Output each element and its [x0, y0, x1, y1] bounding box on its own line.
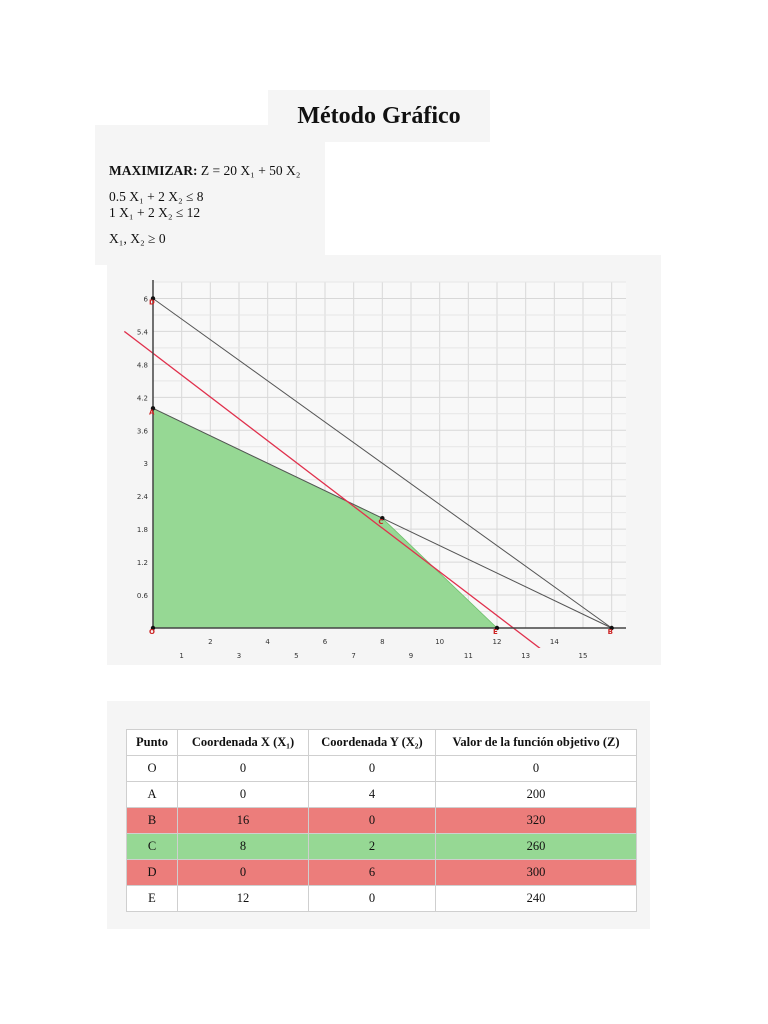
table-row: O 0 0 0 — [126, 755, 637, 782]
cell-z: 300 — [435, 859, 637, 886]
header-punto: Punto — [126, 729, 178, 756]
y-tick-label: 3 — [144, 460, 148, 468]
cell-y: 4 — [308, 781, 436, 808]
x-tick-label: 11 — [464, 652, 473, 660]
cell-y: 0 — [308, 885, 436, 912]
table-panel: Punto Coordenada X (X₁) Coordenada Y (X₂… — [107, 701, 650, 929]
cell-z: 200 — [435, 781, 637, 808]
cell-x: 16 — [177, 807, 309, 834]
cell-point: E — [126, 885, 178, 912]
objective-line: MAXIMIZAR: Z = 20 X₁ + 50 X₂ — [109, 162, 301, 179]
cell-z: 320 — [435, 807, 637, 834]
vertex-point-a — [150, 406, 156, 411]
vertex-label-d: D — [149, 298, 155, 306]
x-tick-label: 6 — [323, 638, 328, 646]
x-tick-label: 9 — [409, 652, 413, 660]
x-tick-label: 15 — [579, 652, 588, 660]
results-table: Punto Coordenada X (X₁) Coordenada Y (X₂… — [126, 729, 637, 912]
x-tick-label: 5 — [294, 652, 298, 660]
x-tick-label: 8 — [380, 638, 384, 646]
cell-x: 0 — [177, 755, 309, 782]
cell-y: 0 — [308, 755, 436, 782]
table-header-row: Punto Coordenada X (X₁) Coordenada Y (X₂… — [126, 729, 637, 756]
constraint-1: 0.5 X₁ + 2 X₂ ≤ 8 — [109, 189, 204, 204]
cell-x: 12 — [177, 885, 309, 912]
cell-y: 6 — [308, 859, 436, 886]
y-tick-label: 1.8 — [137, 526, 148, 534]
header-coord-y: Coordenada Y (X₂) — [308, 729, 436, 756]
y-tick-label: 2.4 — [137, 493, 149, 501]
x-tick-label: 12 — [493, 638, 502, 646]
vertex-label-a: A — [149, 408, 155, 416]
x-tick-label: 4 — [265, 638, 270, 646]
vertex-point-c — [380, 515, 385, 521]
header-objective-value: Valor de la función objetivo (Z) — [435, 729, 637, 756]
cell-y: 0 — [308, 807, 436, 834]
y-tick-label: 4.8 — [137, 361, 148, 369]
cell-point: B — [126, 807, 178, 834]
vertex-point-d — [150, 296, 156, 301]
vertex-label-e: E — [493, 628, 498, 636]
constraint-line — [152, 298, 612, 629]
vertex-label-c: C — [378, 518, 383, 526]
objective-line — [123, 330, 541, 648]
table-row: B 16 0 320 — [126, 807, 637, 834]
x-tick-label: 2 — [208, 638, 212, 646]
x-tick-label: 7 — [351, 652, 355, 660]
page-title: Método Gráfico — [297, 102, 461, 129]
cell-x: 0 — [177, 859, 309, 886]
cell-point: C — [126, 833, 178, 860]
vertex-label-o: O — [149, 628, 155, 636]
nonnegativity-constraint: X₁, X₂ ≥ 0 — [109, 231, 166, 246]
x-tick-label: 1 — [179, 652, 183, 660]
y-tick-label: 5.4 — [137, 328, 149, 336]
x-tick-label: 10 — [435, 638, 444, 646]
table-row: A 0 4 200 — [126, 781, 637, 808]
objective-label: MAXIMIZAR: — [109, 163, 198, 178]
y-tick-label: 3.6 — [137, 427, 149, 435]
header-coord-x: Coordenada X (X₁) — [177, 729, 309, 756]
table-row: D 0 6 300 — [126, 859, 637, 886]
cell-x: 8 — [177, 833, 309, 860]
vertex-label-b: B — [608, 628, 613, 636]
x-tick-label: 14 — [550, 638, 559, 646]
chart-panel: 0.6 1.2 1.8 2.4 3 3.6 4.2 4.8 5.4 6 2 4 6 8 10 12 14 1 3 5 7… — [107, 255, 661, 665]
cell-z: 0 — [435, 755, 637, 782]
y-tick-label: 1.2 — [137, 559, 148, 567]
table-row: E 12 0 240 — [126, 885, 637, 912]
vertex-point-o — [150, 625, 156, 631]
constraint-2: 1 X₁ + 2 X₂ ≤ 12 — [109, 205, 201, 220]
table-row: C 8 2 260 — [126, 833, 637, 860]
vertex-point-e — [494, 625, 500, 631]
y-tick-label: 6 — [144, 295, 149, 303]
cell-x: 0 — [177, 781, 309, 808]
cell-point: D — [126, 859, 178, 886]
cell-point: O — [126, 755, 178, 782]
graph-chart: 0.61.21.82.433.64.24.85.462 4 6 8 10 12 141 3 5 7… — [123, 280, 626, 660]
x-tick-label: 13 — [521, 652, 530, 660]
x-tick-label: 3 — [237, 652, 241, 660]
cell-point: A — [126, 781, 178, 808]
model-panel: MAXIMIZAR: Z = 20 X₁ + 50 X₂ 0.5 X₁ + 2 … — [95, 125, 325, 265]
objective-function: Z = 20 X₁ + 50 X₂ — [200, 163, 301, 178]
cell-y: 2 — [308, 833, 436, 860]
cell-z: 240 — [435, 885, 637, 912]
y-tick-label: 0.6 — [137, 592, 149, 600]
vertex-point-b — [609, 625, 614, 631]
y-tick-label: 4.2 — [137, 394, 148, 402]
cell-z: 260 — [435, 833, 637, 860]
